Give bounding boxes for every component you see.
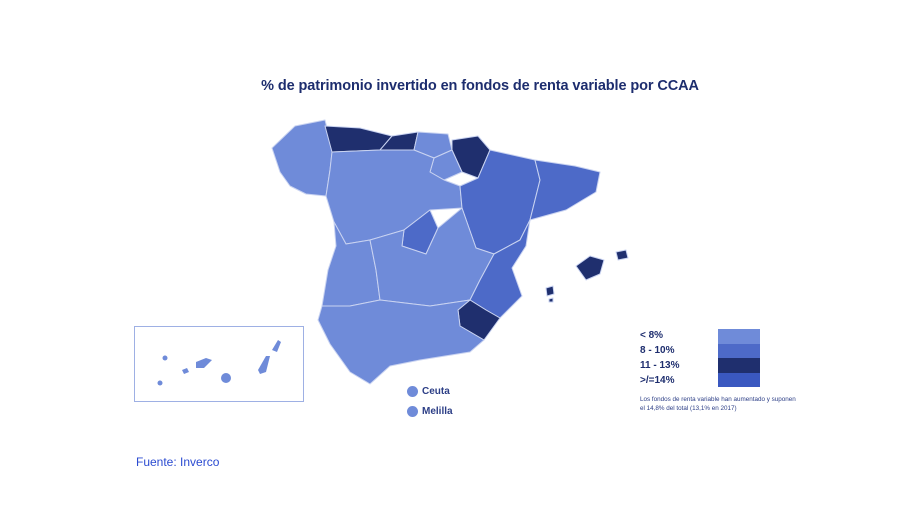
- region-andalucia: [317, 299, 485, 385]
- map-title: % de patrimonio invertido en fondos de r…: [261, 78, 699, 94]
- melilla-label: Melilla: [422, 406, 453, 418]
- region-baleares-menorca: [615, 249, 629, 261]
- region-valenciana: [469, 219, 531, 319]
- ceuta-label: Ceuta: [422, 386, 450, 398]
- city-melilla: Melilla: [407, 406, 453, 417]
- legend: < 8% 8 - 10% 11 - 13% >/=14%: [640, 328, 720, 388]
- region-cataluna: [529, 159, 601, 221]
- region-canarias: [157, 340, 281, 386]
- ceuta-marker: [407, 386, 418, 397]
- legend-swatch-1: [718, 329, 760, 344]
- region-baleares-formentera: [548, 297, 554, 303]
- melilla-marker: [407, 406, 418, 417]
- legend-swatch-3: [718, 358, 760, 373]
- legend-label-2: 8 - 10%: [640, 345, 675, 356]
- city-ceuta: Ceuta: [407, 386, 450, 397]
- region-galicia: [271, 119, 333, 197]
- canarias-inset-frame: [134, 326, 304, 402]
- legend-label-3: 11 - 13%: [640, 360, 680, 371]
- source-text: Fuente: Inverco: [136, 455, 220, 469]
- region-baleares-mallorca: [575, 255, 605, 281]
- legend-label-4: >/=14%: [640, 375, 675, 386]
- legend-label-1: < 8%: [640, 330, 664, 341]
- region-castilla-leon: [325, 149, 463, 245]
- legend-swatch-4: [718, 372, 760, 387]
- region-baleares-ibiza: [545, 285, 555, 297]
- legend-swatches: [718, 329, 760, 387]
- legend-swatch-2: [718, 343, 760, 358]
- legend-note: Los fondos de renta variable han aumenta…: [640, 396, 796, 412]
